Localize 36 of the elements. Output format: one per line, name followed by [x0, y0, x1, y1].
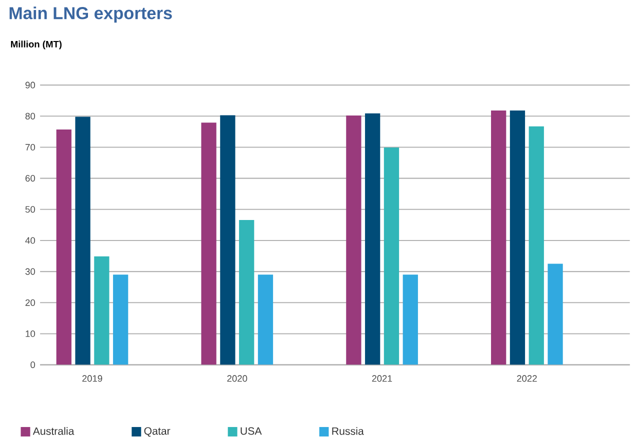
legend-label: Qatar: [144, 427, 170, 437]
bar: [220, 115, 236, 365]
bar: [94, 256, 110, 365]
y-tick-label: 10: [26, 330, 36, 338]
y-tick-label: 90: [25, 82, 36, 88]
bar: [510, 110, 526, 365]
bar: [239, 220, 254, 365]
chart-title: Main LNG exporters: [10, 6, 172, 23]
x-tick-label: 2021: [372, 375, 392, 382]
chart-subtitle: Million (MT): [11, 40, 62, 50]
legend-label: USA: [240, 427, 262, 435]
bar: [258, 274, 274, 365]
y-tick-label: 60: [26, 175, 36, 182]
x-tick-label: 2019: [82, 375, 102, 382]
bar: [384, 148, 400, 365]
bar: [528, 126, 544, 365]
bar: [548, 264, 563, 365]
bar: [56, 130, 72, 365]
legend-label: Australia: [32, 427, 74, 435]
y-tick-label: 0: [30, 362, 36, 368]
y-tick-label: 70: [26, 144, 36, 151]
y-tick-label: 80: [25, 112, 36, 120]
y-tick-label: 40: [25, 237, 36, 244]
bar: [201, 122, 216, 365]
bar: [402, 274, 418, 365]
y-tick-label: 30: [25, 268, 36, 275]
bar: [346, 116, 362, 365]
bar: [491, 110, 506, 365]
x-tick-label: 2022: [517, 375, 537, 382]
bar: [75, 116, 90, 365]
y-tick-label: 50: [25, 206, 36, 213]
bar: [365, 113, 380, 365]
legend-label: Russia: [332, 427, 364, 435]
bar: [113, 274, 128, 365]
y-tick-label: 20: [26, 299, 36, 306]
x-tick-label: 2020: [227, 375, 248, 382]
